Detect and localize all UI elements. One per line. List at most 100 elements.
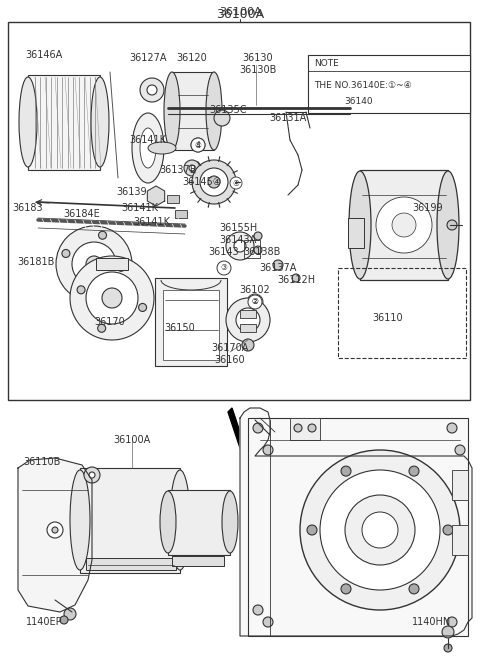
Circle shape xyxy=(362,512,398,548)
Circle shape xyxy=(294,424,302,432)
Circle shape xyxy=(214,110,230,126)
Bar xyxy=(28,75,100,170)
Circle shape xyxy=(409,584,419,594)
Ellipse shape xyxy=(70,470,90,570)
Ellipse shape xyxy=(170,470,190,570)
Text: 36100A: 36100A xyxy=(216,7,264,20)
Text: 36110: 36110 xyxy=(372,313,403,323)
Circle shape xyxy=(208,176,220,188)
Polygon shape xyxy=(228,408,248,460)
Text: ⑤: ⑤ xyxy=(194,140,202,150)
Ellipse shape xyxy=(132,113,164,183)
Ellipse shape xyxy=(19,77,37,167)
Polygon shape xyxy=(18,458,92,612)
Bar xyxy=(80,468,180,573)
Circle shape xyxy=(320,470,440,590)
Circle shape xyxy=(86,272,138,324)
Circle shape xyxy=(242,339,254,351)
Text: 36143A: 36143A xyxy=(219,235,257,245)
Bar xyxy=(175,210,187,218)
Text: 36141K: 36141K xyxy=(133,217,170,227)
Text: 1140HN: 1140HN xyxy=(412,617,452,627)
Text: 36145④: 36145④ xyxy=(182,177,222,187)
Text: 36199: 36199 xyxy=(413,203,444,213)
Bar xyxy=(163,290,219,360)
Text: ④: ④ xyxy=(233,178,240,188)
Text: 36100A: 36100A xyxy=(113,435,151,445)
Circle shape xyxy=(443,525,453,535)
Circle shape xyxy=(72,242,116,286)
Bar xyxy=(96,258,128,270)
Text: 36183: 36183 xyxy=(12,203,43,213)
Circle shape xyxy=(139,304,146,312)
Text: NOTE: NOTE xyxy=(314,58,339,68)
Circle shape xyxy=(70,256,154,340)
Bar xyxy=(167,195,179,203)
Ellipse shape xyxy=(349,171,371,279)
Ellipse shape xyxy=(222,491,238,553)
Bar xyxy=(244,240,260,258)
Circle shape xyxy=(77,286,85,294)
Bar xyxy=(155,278,227,366)
Text: 1140EP: 1140EP xyxy=(26,617,62,627)
Bar xyxy=(290,418,320,440)
Text: 36127A: 36127A xyxy=(129,53,167,63)
Circle shape xyxy=(97,324,106,333)
Text: 36143: 36143 xyxy=(209,247,240,257)
Circle shape xyxy=(191,138,205,152)
Circle shape xyxy=(345,495,415,565)
Circle shape xyxy=(226,232,254,260)
Text: 36155H: 36155H xyxy=(219,223,257,233)
Text: 36130: 36130 xyxy=(243,53,273,63)
Circle shape xyxy=(86,256,102,272)
Circle shape xyxy=(230,177,242,189)
Circle shape xyxy=(263,617,273,627)
Text: 36120: 36120 xyxy=(177,53,207,63)
Circle shape xyxy=(189,165,195,171)
Text: 36102: 36102 xyxy=(240,285,270,295)
Circle shape xyxy=(447,220,457,230)
Text: 36130B: 36130B xyxy=(240,65,276,75)
Text: 36137B: 36137B xyxy=(159,165,197,175)
Bar xyxy=(360,170,448,280)
Circle shape xyxy=(89,290,97,298)
Circle shape xyxy=(98,231,107,239)
Text: ②: ② xyxy=(252,298,258,306)
Circle shape xyxy=(191,138,205,152)
Bar xyxy=(172,72,214,150)
Text: 36110B: 36110B xyxy=(24,457,60,467)
Circle shape xyxy=(147,85,157,95)
Circle shape xyxy=(192,160,236,204)
Text: 4: 4 xyxy=(195,140,201,150)
Ellipse shape xyxy=(91,77,109,167)
Text: 36139: 36139 xyxy=(117,187,147,197)
Circle shape xyxy=(118,272,126,279)
Ellipse shape xyxy=(437,171,459,279)
Circle shape xyxy=(226,298,270,342)
Text: 36150: 36150 xyxy=(165,323,195,333)
Text: 36138B: 36138B xyxy=(243,247,281,257)
Circle shape xyxy=(60,616,68,624)
Circle shape xyxy=(234,240,246,252)
Circle shape xyxy=(254,232,262,240)
Text: 36135C: 36135C xyxy=(209,105,247,115)
Text: 36141K: 36141K xyxy=(121,203,158,213)
Circle shape xyxy=(253,605,263,615)
Circle shape xyxy=(47,522,63,538)
Bar xyxy=(86,558,176,570)
Text: 36170A: 36170A xyxy=(211,343,249,353)
Text: 36146A: 36146A xyxy=(25,50,62,60)
Circle shape xyxy=(84,467,100,483)
Circle shape xyxy=(300,450,460,610)
Circle shape xyxy=(52,527,58,533)
Ellipse shape xyxy=(160,491,176,553)
Circle shape xyxy=(442,626,454,638)
Bar xyxy=(240,324,256,332)
Circle shape xyxy=(217,261,231,275)
Circle shape xyxy=(392,213,416,237)
Bar xyxy=(8,22,470,400)
Circle shape xyxy=(308,424,316,432)
Circle shape xyxy=(444,644,452,652)
Circle shape xyxy=(236,308,260,332)
Text: 36170: 36170 xyxy=(95,317,125,327)
